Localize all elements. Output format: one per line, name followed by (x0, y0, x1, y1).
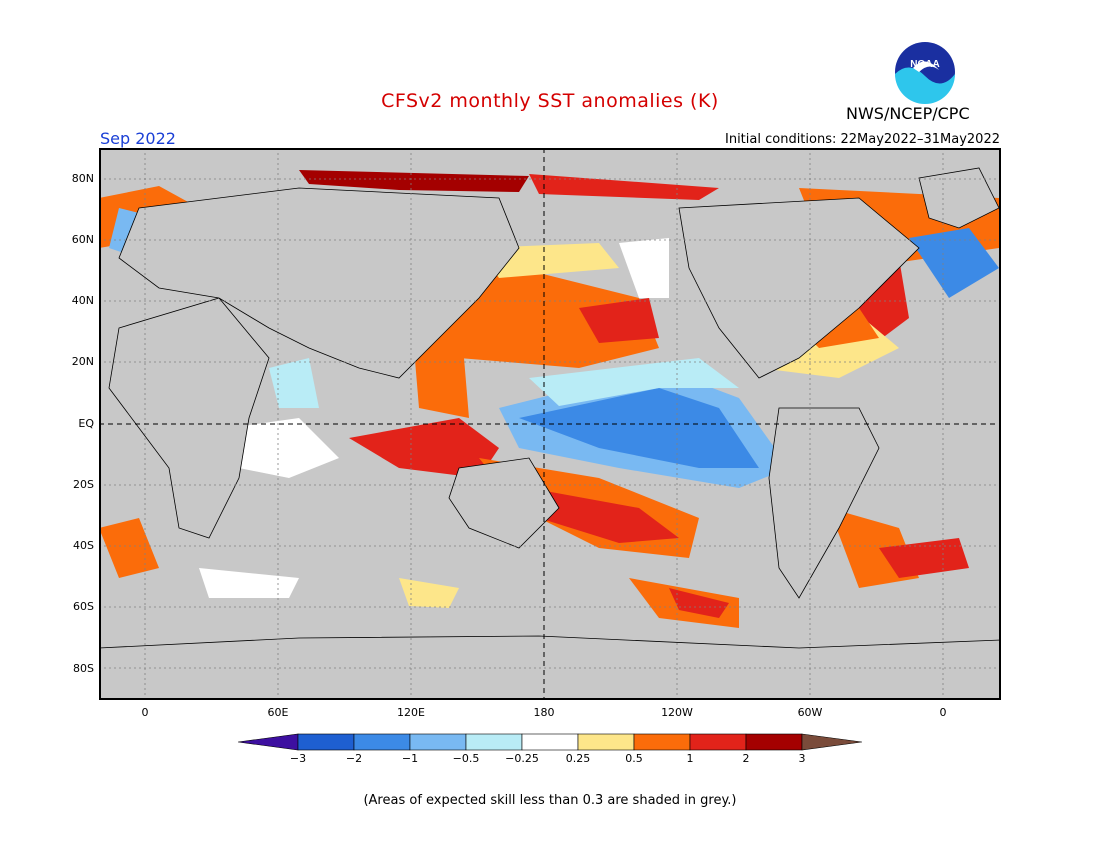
y-tick: 20N (71, 355, 94, 368)
colorbar-segment (521, 733, 579, 751)
svg-text:NOAA: NOAA (910, 59, 939, 70)
x-tick: 180 (533, 706, 555, 719)
y-tick: 60S (73, 600, 94, 613)
y-tick: 20S (73, 478, 94, 491)
x-tick: 120E (397, 706, 425, 719)
colorbar-segment (633, 733, 691, 751)
colorbar-label: 2 (742, 752, 750, 765)
x-tick: 0 (141, 706, 149, 719)
colorbar-label: 0.5 (625, 752, 643, 765)
map-frame (99, 148, 1001, 700)
footnote: (Areas of expected skill less than 0.3 a… (363, 793, 737, 808)
colorbar-arrow-high (801, 733, 863, 751)
colorbar-label: −3 (289, 752, 307, 765)
forecast-period: Sep 2022 (100, 129, 176, 148)
x-tick: 0 (939, 706, 947, 719)
colorbar-label: −2 (345, 752, 363, 765)
y-tick: EQ (78, 417, 94, 430)
x-tick: 60W (797, 706, 823, 719)
y-tick: 60N (71, 233, 94, 246)
colorbar-arrow-low (237, 733, 299, 751)
agency-label: NWS/NCEP/CPC (846, 104, 970, 123)
colorbar-label: −1 (401, 752, 419, 765)
colorbar-segment (689, 733, 747, 751)
colorbar-segment (465, 733, 523, 751)
y-tick: 80N (71, 172, 94, 185)
sst-anomaly-map (98, 148, 1002, 704)
colorbar-segment (745, 733, 803, 751)
continents (98, 167, 1002, 701)
colorbar-segment (353, 733, 411, 751)
colorbar-label: −0.25 (505, 752, 539, 765)
initial-conditions: Initial conditions: 22May2022–31May2022 (725, 132, 1000, 147)
map-title: CFSv2 monthly SST anomalies (K) (381, 90, 719, 112)
y-tick: 40S (73, 539, 94, 552)
x-tick: 60E (267, 706, 289, 719)
colorbar-segment (409, 733, 467, 751)
graticule (99, 148, 1001, 700)
x-tick: 120W (661, 706, 693, 719)
y-tick: 40N (71, 294, 94, 307)
colorbar-label: −0.5 (452, 752, 480, 765)
y-tick: 80S (73, 662, 94, 675)
colorbar-segment (297, 733, 355, 751)
colorbar-label: 3 (798, 752, 806, 765)
colorbar (237, 732, 863, 756)
colorbar-label: 1 (686, 752, 694, 765)
noaa-logo: NOAA (893, 40, 957, 108)
colorbar-segment (577, 733, 635, 751)
colorbar-label: 0.25 (565, 752, 591, 765)
